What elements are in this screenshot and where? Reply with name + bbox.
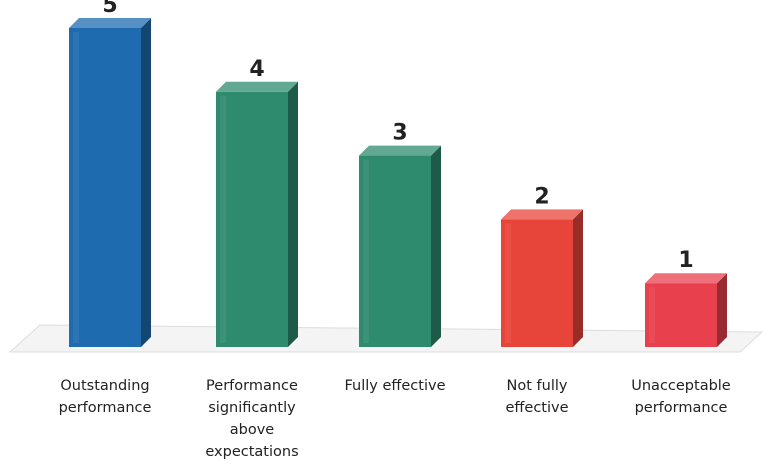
category-label-line: performance xyxy=(59,400,152,416)
category-label-line: Not fully xyxy=(507,378,568,394)
bar-top-face xyxy=(359,145,441,156)
value-labels-group: 5 4 3 2 1 xyxy=(102,0,693,273)
bar-top-face xyxy=(645,273,727,284)
category-label-1: Outstanding performance xyxy=(59,378,152,416)
bar-side-face xyxy=(573,209,583,347)
value-label-1: 5 xyxy=(102,0,117,18)
category-label-line: effective xyxy=(505,400,568,416)
bar-highlight xyxy=(649,287,655,343)
value-label-5: 1 xyxy=(678,248,693,273)
category-label-line: Unacceptable xyxy=(631,378,731,394)
bar-highlight xyxy=(505,223,511,343)
category-label-line: Outstanding xyxy=(60,378,149,394)
category-label-2: Performance significantly above expectation… xyxy=(205,378,298,460)
bar-4 xyxy=(501,209,583,347)
bar-side-face xyxy=(431,145,441,347)
category-labels-group: Outstanding performance Performance signifi… xyxy=(59,378,731,460)
category-label-line: performance xyxy=(635,400,728,416)
category-label-line: above xyxy=(230,422,275,438)
bar-2 xyxy=(216,81,298,348)
bar-side-face xyxy=(288,81,298,348)
category-label-line: significantly xyxy=(208,400,296,416)
bar-highlight xyxy=(73,32,79,343)
category-label-line: Fully effective xyxy=(344,378,445,394)
bar-front-face xyxy=(501,219,573,347)
bar-highlight xyxy=(220,95,226,343)
bar-side-face xyxy=(141,18,151,347)
bar-top-face xyxy=(69,18,151,28)
bar-top-face xyxy=(501,209,583,220)
bar-front-face xyxy=(645,283,717,347)
bar-1 xyxy=(69,18,151,347)
category-label-line: Performance xyxy=(206,378,298,394)
bars-group xyxy=(69,18,727,348)
bar-3 xyxy=(359,145,441,347)
bar-front-face xyxy=(359,155,431,347)
value-label-2: 4 xyxy=(249,57,264,82)
bar-highlight xyxy=(363,159,369,343)
bar-front-face xyxy=(216,91,288,347)
value-label-4: 2 xyxy=(534,184,549,209)
value-label-3: 3 xyxy=(392,121,407,146)
category-label-line: expectations xyxy=(205,444,298,460)
bar-5 xyxy=(645,273,727,347)
category-label-5: Unacceptable performance xyxy=(631,378,731,416)
category-label-4: Not fully effective xyxy=(505,378,568,416)
category-label-3: Fully effective xyxy=(344,378,445,394)
bar-front-face xyxy=(69,28,141,347)
bar-side-face xyxy=(717,273,727,347)
bar-top-face xyxy=(216,81,298,92)
